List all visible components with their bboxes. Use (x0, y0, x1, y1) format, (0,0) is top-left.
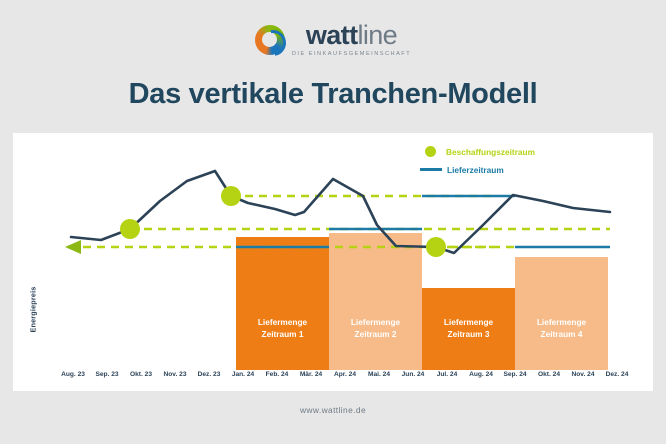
green-dot-icon (425, 146, 436, 157)
chart-legend: Beschaffungszeitraum Lieferzeitraum (420, 144, 535, 180)
xtick-1: Sep. 23 (95, 371, 119, 378)
legend-label-beschaffungszeitraum: Beschaffungszeitraum (446, 146, 535, 157)
xtick-13: Sep. 24 (503, 371, 527, 378)
energiepreis-line (69, 169, 612, 255)
bar-label-3: Liefermenge Zeitraum 3 (443, 317, 494, 339)
brand-tagline: DIE EINKAUFSGEMEINSCHAFT (291, 51, 412, 57)
xtick-8: Apr. 24 (334, 371, 356, 378)
xtick-16: Dez. 24 (605, 371, 629, 378)
xtick-0: Aug. 23 (61, 371, 85, 378)
left-arrow-icon (65, 240, 81, 254)
bar-liefermenge-zeitraum-3: Liefermenge Zeitraum 3 (422, 288, 515, 370)
bar-label-1: Liefermenge Zeitraum 1 (257, 317, 308, 339)
brand-logo: wattline DIE EINKAUFSGEMEINSCHAFT (0, 22, 666, 57)
xtick-14: Okt. 24 (538, 371, 560, 378)
xtick-9: Mai. 24 (368, 371, 390, 378)
xtick-2: Okt. 23 (130, 371, 152, 378)
legend-item-lieferzeitraum: Lieferzeitraum (420, 162, 535, 177)
xtick-5: Jan. 24 (231, 371, 255, 378)
xtick-11: Jul. 24 (436, 371, 458, 378)
chart-card: Beschaffungszeitraum Lieferzeitraum Ener… (13, 133, 653, 391)
bar-liefermenge-zeitraum-1: Liefermenge Zeitraum 1 (236, 237, 329, 370)
purchase-marker-3 (426, 237, 446, 257)
xtick-6: Feb. 24 (265, 371, 289, 378)
bar-liefermenge-zeitraum-2: Liefermenge Zeitraum 2 (329, 233, 422, 370)
xtick-12: Aug. 24 (469, 371, 493, 378)
brand-name-light: line (357, 20, 398, 50)
chart-svg (65, 169, 612, 257)
legend-label-lieferzeitraum: Lieferzeitraum (447, 164, 504, 175)
brand-wordmark: wattline DIE EINKAUFSGEMEINSCHAFT (291, 20, 412, 58)
page-title: Das vertikale Tranchen-Modell (128, 78, 538, 110)
wattline-circle-logo-icon (254, 24, 285, 55)
plot-area: Liefermenge Zeitraum 1 Liefermenge Zeitr… (13, 133, 653, 391)
blue-line-icon (420, 168, 442, 171)
brand-name-bold: watt (305, 20, 358, 50)
purchase-marker-1 (120, 219, 140, 239)
legend-item-beschaffungszeitraum: Beschaffungszeitraum (425, 144, 535, 159)
footer-url: www.wattline.de (299, 405, 367, 415)
xtick-4: Dez. 23 (197, 371, 221, 378)
xtick-7: Mär. 24 (299, 371, 323, 378)
bar-label-4: Liefermenge Zeitraum 4 (536, 317, 587, 339)
xtick-3: Nov. 23 (163, 371, 187, 378)
bar-label-2: Liefermenge Zeitraum 2 (350, 317, 401, 339)
xtick-10: Jun. 24 (401, 371, 425, 378)
x-axis: Aug. 23 Sep. 23 Okt. 23 Nov. 23 Dez. 23 … (13, 371, 653, 391)
xtick-15: Nov. 24 (571, 371, 595, 378)
purchase-marker-2 (221, 186, 241, 206)
bar-liefermenge-zeitraum-4: Liefermenge Zeitraum 4 (515, 257, 608, 370)
brand-name: wattline (305, 20, 398, 50)
